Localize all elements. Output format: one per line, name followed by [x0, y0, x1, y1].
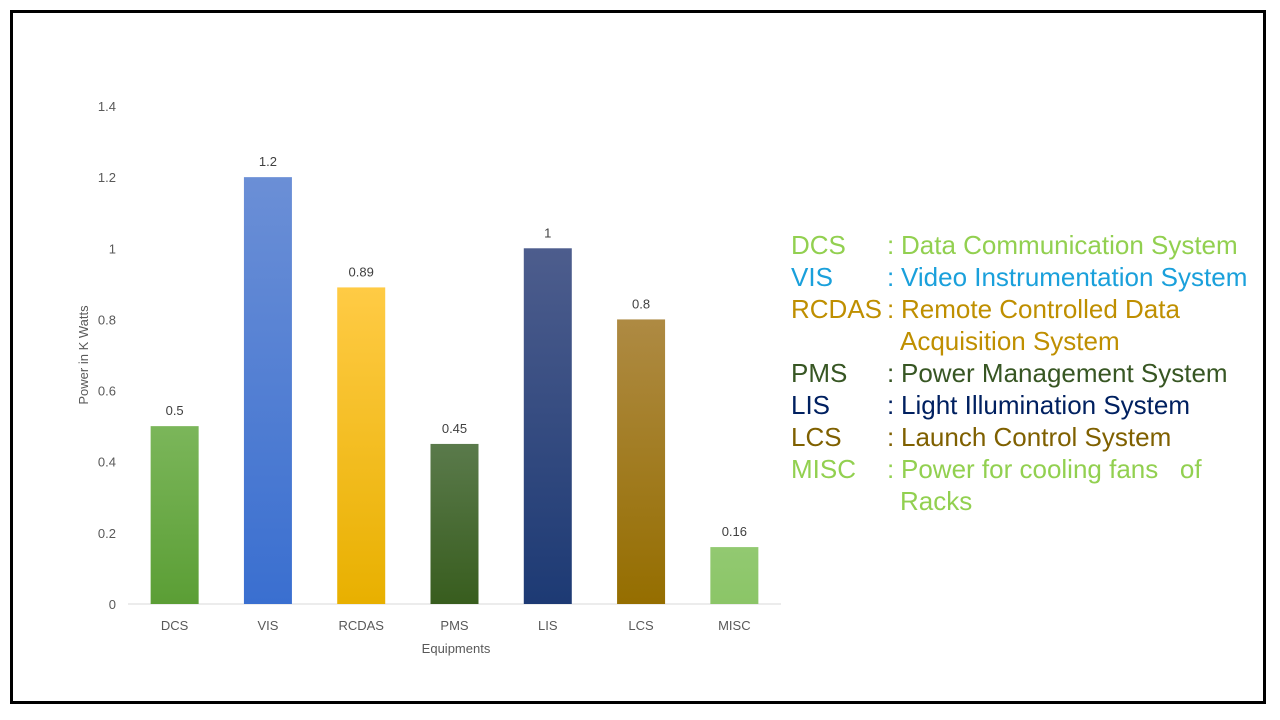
legend-description-continued: Acquisition System	[900, 326, 1120, 356]
bar-misc	[710, 547, 759, 604]
legend-description: Data Communication System	[901, 230, 1238, 260]
bar-vis	[243, 177, 292, 604]
y-axis-title: Power in K Watts	[76, 305, 91, 405]
slide-frame	[10, 10, 1266, 704]
legend-description: Remote Controlled Data	[901, 294, 1180, 324]
legend-abbr: LCS	[791, 422, 842, 452]
legend-abbr: PMS	[791, 358, 848, 388]
data-label: 0.45	[442, 421, 467, 436]
bar-lis	[523, 248, 572, 605]
bars	[150, 177, 759, 605]
data-labels: 0.5 1.2 0.89 0.45 1 0.8 0.16	[166, 154, 747, 539]
legend-abbr: LIS	[791, 390, 831, 420]
data-label: 0.16	[722, 524, 747, 539]
x-tick-label: LCS	[628, 618, 654, 633]
y-tick-label: 0	[109, 597, 116, 612]
legend-abbr: MISC	[791, 454, 856, 484]
legend-description: Video Instrumentation System	[901, 262, 1248, 292]
data-label: 1.2	[259, 154, 277, 169]
legend-colon: :	[887, 230, 895, 260]
data-label: 0.8	[632, 296, 650, 311]
legend-item-lcs: LCS: Launch Control System	[791, 421, 1271, 453]
legend-description: Power Management System	[901, 358, 1228, 388]
x-tick-label: VIS	[257, 618, 278, 633]
bar-pms	[430, 443, 479, 604]
legend-abbr: DCS	[791, 230, 846, 260]
y-axis-ticks: 0 0.2 0.4 0.6 0.8 1 1.2 1.4	[98, 99, 116, 612]
legend-description-continued: Racks	[900, 486, 973, 516]
bar-dcs	[150, 426, 199, 604]
legend-item-pms: PMS: Power Management System	[791, 357, 1271, 389]
legend-description: Launch Control System	[901, 422, 1172, 452]
y-tick-label: 1.4	[98, 99, 116, 114]
x-tick-label: RCDAS	[338, 618, 384, 633]
legend-item-vis: VIS: Video Instrumentation System	[791, 261, 1271, 293]
legend-colon: :	[887, 390, 895, 420]
legend-item-misc: MISC: Power for cooling fans of	[791, 453, 1271, 485]
legend-item-rcdas: RCDAS: Remote Controlled Data	[791, 293, 1271, 325]
x-axis-ticks: DCS VIS RCDAS PMS LIS LCS MISC	[161, 618, 751, 633]
x-axis-title: Equipments	[422, 641, 491, 656]
y-tick-label: 0.8	[98, 312, 116, 327]
y-tick-label: 0.4	[98, 455, 116, 470]
legend-colon: :	[887, 358, 895, 388]
data-label: 0.89	[349, 264, 374, 279]
abbreviation-legend: DCS: Data Communication System VIS: Video I…	[791, 229, 1271, 517]
legend-colon: :	[887, 422, 895, 452]
bar-rcdas	[337, 287, 386, 604]
data-label: 1	[544, 225, 551, 240]
y-tick-label: 0.2	[98, 526, 116, 541]
y-tick-label: 1	[109, 241, 116, 256]
legend-item-dcs: DCS: Data Communication System	[791, 229, 1271, 261]
x-tick-label: LIS	[538, 618, 558, 633]
x-tick-label: DCS	[161, 618, 189, 633]
data-label: 0.5	[166, 403, 184, 418]
x-tick-label: PMS	[440, 618, 469, 633]
legend-colon: :	[887, 262, 895, 292]
y-tick-label: 0.6	[98, 384, 116, 399]
legend-item-lis: LIS: Light Illumination System	[791, 389, 1271, 421]
x-tick-label: MISC	[718, 618, 751, 633]
legend-abbr: RCDAS	[791, 294, 883, 324]
legend-description: Light Illumination System	[901, 390, 1191, 420]
legend-colon: :	[887, 294, 895, 324]
legend-colon: :	[887, 454, 895, 484]
legend-description: Power for cooling fans of	[901, 454, 1202, 484]
legend-abbr: VIS	[791, 262, 833, 292]
y-tick-label: 1.2	[98, 170, 116, 185]
bar-lcs	[617, 319, 666, 604]
